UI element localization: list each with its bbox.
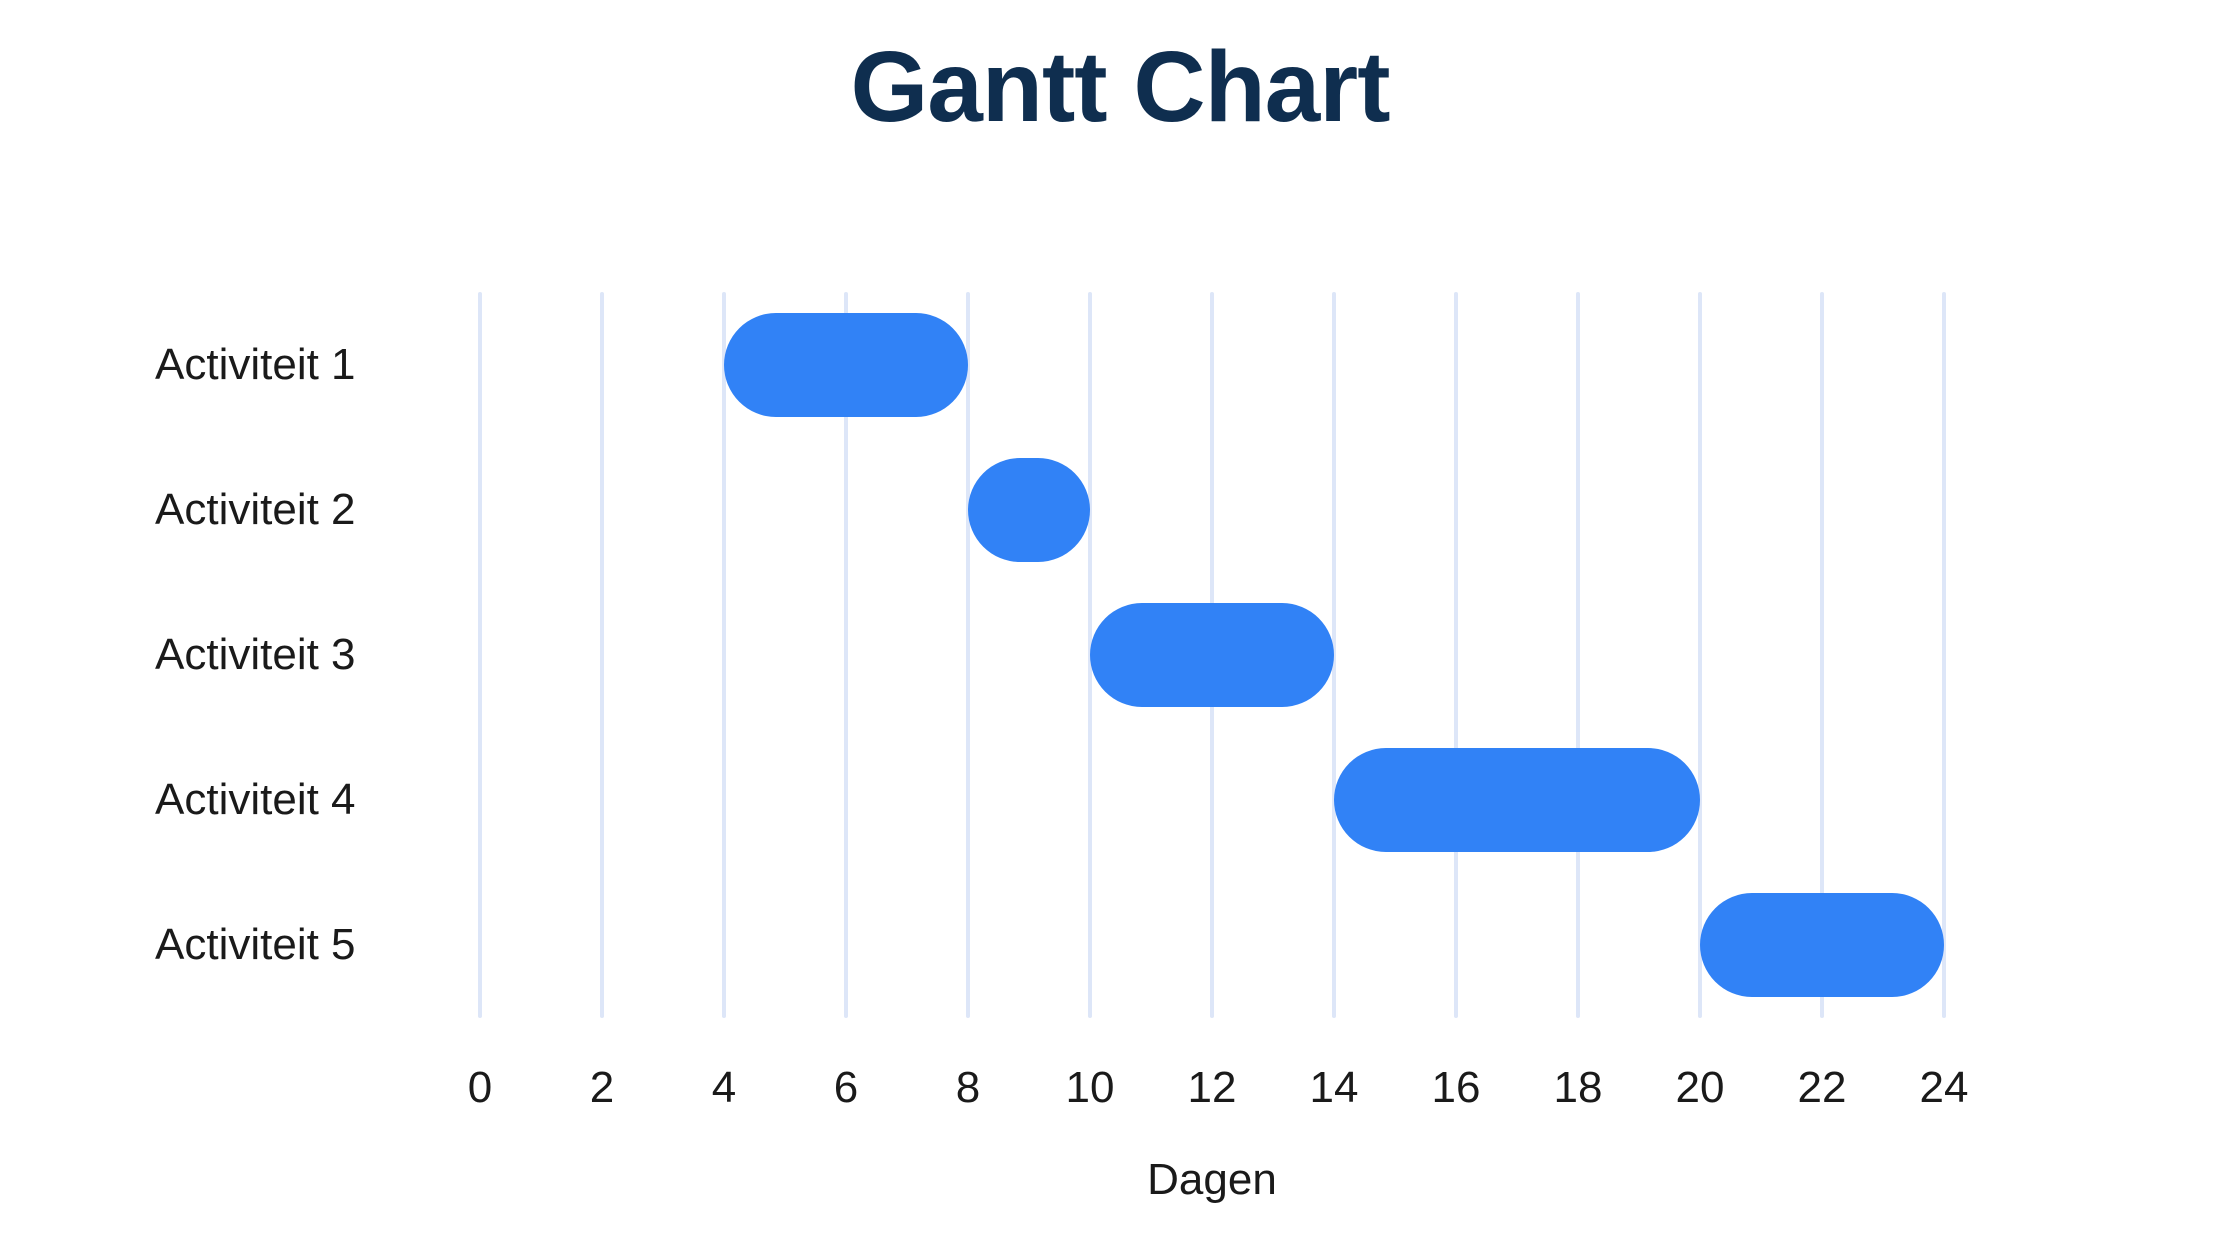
x-tick-label: 20 bbox=[1675, 1063, 1725, 1112]
gantt-bar bbox=[1334, 748, 1700, 853]
chart-title: Gantt Chart bbox=[850, 31, 1391, 143]
gridline bbox=[600, 292, 604, 1018]
x-tick-label: 22 bbox=[1797, 1063, 1847, 1112]
gantt-bar bbox=[968, 457, 1090, 562]
x-tick-label: 12 bbox=[1187, 1063, 1237, 1112]
gridline bbox=[478, 292, 482, 1018]
gridline bbox=[966, 292, 970, 1018]
x-tick-label: 2 bbox=[589, 1063, 615, 1112]
x-tick-label: 10 bbox=[1065, 1063, 1115, 1112]
y-axis-label: Activiteit 4 bbox=[155, 775, 356, 825]
x-tick-label: 0 bbox=[467, 1063, 493, 1112]
x-tick-label: 14 bbox=[1309, 1063, 1359, 1112]
y-axis-label: Activiteit 3 bbox=[155, 629, 356, 679]
gridline bbox=[844, 292, 848, 1018]
gridline bbox=[1454, 292, 1458, 1018]
x-tick-label: 8 bbox=[955, 1063, 981, 1112]
x-tick-label: 16 bbox=[1431, 1063, 1481, 1112]
x-tick-label: 18 bbox=[1553, 1063, 1603, 1112]
gantt-bar bbox=[724, 312, 968, 417]
y-axis-label: Activiteit 1 bbox=[155, 339, 356, 389]
gridline bbox=[1942, 292, 1946, 1018]
y-axis-label: Activiteit 5 bbox=[155, 920, 356, 970]
gantt-bar bbox=[1090, 603, 1334, 707]
x-tick-label: 24 bbox=[1919, 1063, 1969, 1112]
gridline bbox=[722, 292, 726, 1018]
gantt-bar bbox=[1700, 893, 1944, 998]
gridline bbox=[1332, 292, 1336, 1018]
gridline bbox=[1576, 292, 1580, 1018]
y-axis-label: Activiteit 2 bbox=[155, 484, 356, 534]
plot-area bbox=[478, 292, 1946, 1018]
x-tick-label: 4 bbox=[711, 1063, 737, 1112]
gridline bbox=[1698, 292, 1702, 1018]
x-axis-title: Dagen bbox=[1147, 1155, 1277, 1204]
x-tick-label: 6 bbox=[833, 1063, 859, 1112]
gridline bbox=[1820, 292, 1824, 1018]
